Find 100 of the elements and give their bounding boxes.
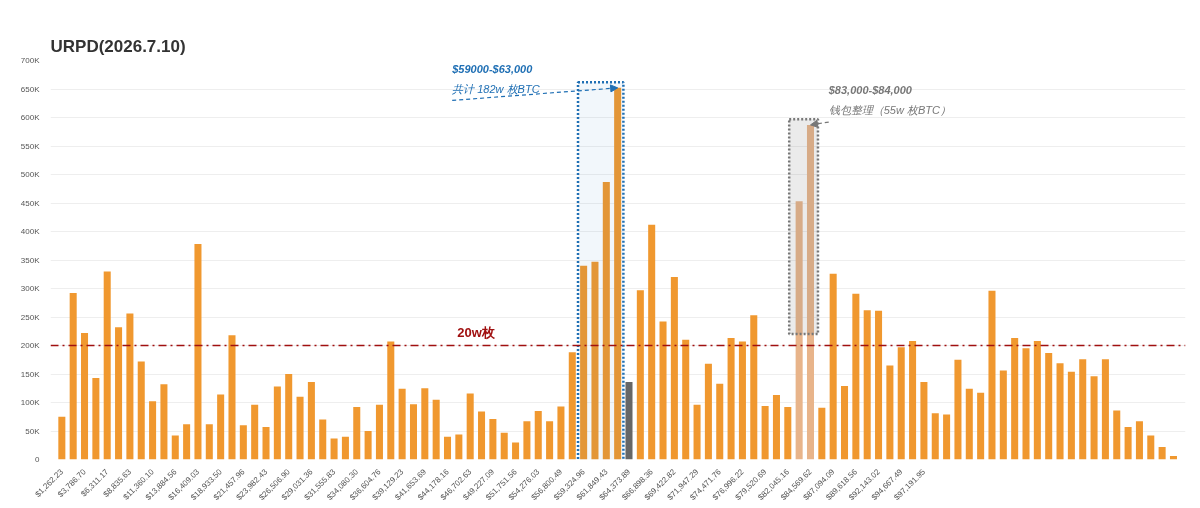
- bar: [1056, 363, 1064, 460]
- bar: [228, 335, 236, 460]
- bar: [387, 341, 395, 460]
- bar: [977, 392, 985, 460]
- bar: [909, 340, 917, 460]
- bar: [1011, 338, 1019, 460]
- bar: [58, 416, 66, 460]
- bar: [205, 424, 213, 460]
- bar: [1045, 352, 1053, 460]
- bar: [69, 293, 77, 460]
- bar: [897, 347, 905, 460]
- bar: [183, 424, 191, 460]
- bar: [920, 381, 928, 460]
- bar: [409, 404, 417, 460]
- bar: [659, 321, 667, 460]
- bar: [432, 399, 440, 460]
- annotation: 钱包整理（55w 枚BTC）: [828, 104, 951, 117]
- bar: [1158, 446, 1166, 460]
- y-tick-label: 400K: [20, 227, 41, 236]
- bar: [285, 374, 293, 460]
- bar: [330, 438, 338, 460]
- bar: [875, 310, 883, 460]
- bar: [636, 290, 644, 460]
- bar: [852, 293, 860, 460]
- annotation: 共计 182w 枚BTC: [452, 82, 540, 95]
- y-tick-label: 300K: [20, 284, 41, 293]
- bar: [727, 338, 735, 460]
- y-tick-label: 500K: [20, 170, 41, 179]
- bar: [115, 327, 123, 460]
- bar: [1067, 371, 1075, 460]
- y-tick-label: 450K: [20, 198, 41, 208]
- bar: [341, 436, 349, 460]
- y-tick-label: 350K: [20, 255, 41, 265]
- bar: [1147, 435, 1155, 460]
- bar: [602, 181, 610, 460]
- bar: [1079, 359, 1087, 460]
- bar: [194, 244, 202, 460]
- bar: [489, 419, 497, 460]
- bar: [738, 341, 746, 460]
- bar: [1090, 376, 1098, 460]
- bar: [648, 224, 656, 460]
- bar: [307, 381, 315, 460]
- bar: [886, 365, 894, 460]
- bar: [534, 411, 542, 460]
- bar: [557, 406, 565, 460]
- y-tick-label: 100K: [20, 398, 41, 407]
- bar: [523, 421, 531, 460]
- bar: [761, 405, 769, 460]
- bar: [455, 434, 463, 460]
- bar: [512, 442, 520, 460]
- bar: [568, 352, 576, 460]
- bar: [1033, 340, 1041, 460]
- bar: [1124, 427, 1132, 460]
- y-tick-label: 600K: [20, 113, 41, 122]
- bar: [375, 404, 383, 460]
- bar: [81, 332, 89, 460]
- bar: [1113, 410, 1121, 460]
- bar: [137, 361, 145, 460]
- chart-title: URPD(2026.7.10): [50, 36, 186, 56]
- bar: [160, 384, 168, 460]
- band-label: $83,000-$84,000: [827, 84, 913, 97]
- bar: [580, 265, 588, 460]
- bar: [682, 339, 690, 460]
- bar: [92, 377, 100, 460]
- bar: [750, 315, 758, 460]
- bar: [591, 261, 599, 460]
- bar: [239, 425, 247, 460]
- bar: [421, 388, 429, 460]
- bar: [795, 201, 803, 460]
- bar: [398, 388, 406, 460]
- bar: [988, 290, 996, 460]
- y-tick-label: 700K: [20, 56, 41, 65]
- bar: [965, 388, 973, 460]
- bar: [943, 414, 951, 460]
- bar: [443, 436, 452, 460]
- y-tick-label: 150K: [20, 369, 41, 379]
- bar: [500, 432, 508, 460]
- bar: [863, 310, 871, 460]
- bar: [296, 396, 304, 460]
- bar: [999, 370, 1007, 460]
- bar: [772, 395, 780, 460]
- bar: [1022, 348, 1030, 460]
- bar: [625, 381, 633, 460]
- bar: [829, 273, 837, 460]
- bar: [262, 427, 270, 460]
- bar: [818, 407, 826, 460]
- y-tick-label: 250K: [20, 312, 41, 322]
- bar: [670, 277, 678, 460]
- bar: [693, 404, 701, 460]
- bar: [704, 363, 712, 460]
- bar: [319, 419, 327, 460]
- y-tick-label: 50K: [25, 426, 41, 436]
- bar: [364, 431, 372, 460]
- y-tick-label: 200K: [20, 341, 41, 350]
- bar: [478, 411, 486, 460]
- bar: [784, 407, 792, 460]
- ref-line-label: 20w枚: [457, 324, 496, 340]
- bar: [1135, 421, 1143, 460]
- band-label: $59000-$63,000: [451, 62, 534, 75]
- y-tick-label: 650K: [20, 84, 41, 94]
